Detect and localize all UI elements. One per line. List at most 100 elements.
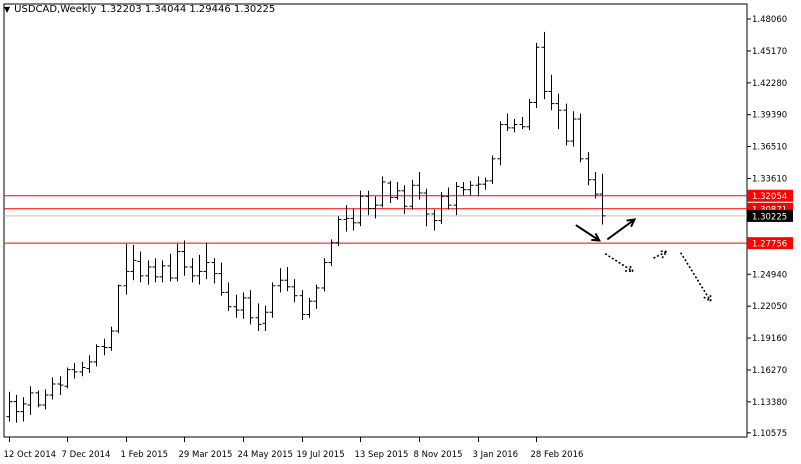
ohlc-bar [42,389,49,410]
ohlc-bar [306,297,313,318]
ohlc-bar [291,279,298,303]
ohlc-bar [526,99,533,131]
level-tag-label: 1.32054 [752,192,787,202]
ohlc-bar [438,191,445,224]
arrow-head [626,218,637,228]
ohlc-bar [35,390,42,408]
current-tag-label: 1.30225 [752,212,787,222]
y-tick-label: 1.24940 [752,270,787,280]
arrow-shaft [606,218,636,241]
y-tick-label: 1.22050 [752,302,787,312]
ohlc-bar [431,209,438,231]
ohlc-bar [277,268,284,293]
current-price-tag: 1.30225 [747,209,793,222]
ohlc-bar [475,176,482,197]
x-tick-label: 8 Nov 2015 [414,450,463,460]
ohlc-bar [445,187,452,210]
ohlc-bar [86,355,93,373]
y-tick-label: 1.13380 [752,398,787,408]
dropdown-triangle-icon[interactable]: ▼ [4,5,11,14]
ohlc-bar [57,376,64,396]
level-tag-bg [747,237,793,250]
x-tick-label: 12 Oct 2014 [4,450,57,460]
ohlc-bar [335,216,342,247]
ohlc-bar [240,292,247,319]
ohlc-bar [511,119,518,133]
arrow-head [658,250,669,259]
ohlc-bar [533,42,540,108]
ohlc-bar [299,290,306,320]
ohlc-bar [225,282,232,312]
ohlc-bar [379,176,386,208]
ohlc-bar [365,190,372,216]
y-tick-label: 1.10575 [752,429,787,439]
ohlc-values: 1.32203 1.34044 1.29446 1.30225 [100,4,276,15]
ohlc-bar [357,190,364,227]
ohlc-bar [570,111,577,147]
ohlc-bar [123,243,130,295]
x-tick-label: 28 Feb 2016 [531,450,584,460]
ohlc-bar [592,172,599,199]
x-tick-label: 3 Jan 2016 [473,450,519,460]
ohlc-bar [6,391,13,422]
forecast-arrow-dotted [653,250,669,259]
bars-layer [6,31,606,423]
y-tick-label: 1.33610 [752,175,787,185]
ohlc-bar [409,179,416,210]
x-tick-label: 19 Jul 2015 [297,450,345,460]
ohlc-bar [460,181,467,196]
arrows-layer [575,218,712,303]
forecast-arrow-dotted [679,252,712,303]
chart-header: ▼ USDCAD,Weekly 1.32203 1.34044 1.29446 … [4,4,275,15]
ohlc-bar [394,181,401,200]
ohlc-bar [519,116,526,129]
ohlc-bar [585,152,592,186]
ohlc-bar [13,395,20,423]
ohlc-bar [423,188,430,227]
ohlc-bar [108,326,115,351]
symbol-label: USDCAD,Weekly [14,4,97,15]
arrow-shaft [653,250,668,259]
arrow-shaft [679,252,712,302]
ohlc-bar [555,93,562,129]
time-axis: 12 Oct 2014 7 Dec 2014 1 Feb 2015 29 Mar 20… [4,437,584,460]
ohlc-bar [115,284,122,334]
current-tag-bg [747,209,793,222]
level-price-tag: 1.32054 [747,189,793,202]
ohlc-bar [489,155,496,185]
ohlc-bar [416,172,423,200]
ohlc-bar [577,113,584,163]
ohlc-bar [269,282,276,318]
arrow-shaft [604,253,634,273]
ohlc-bar [255,303,262,332]
arrow-head [624,264,635,273]
y-tick-label: 1.39390 [752,111,787,121]
x-tick-label: 1 Feb 2015 [121,450,169,460]
ohlc-bar [145,260,152,285]
level-tag-label: 1.27756 [752,240,787,250]
ohlc-bar [64,367,71,389]
ohlc-bar [181,240,188,276]
ohlc-bar [467,180,474,196]
ohlc-bar [387,180,394,203]
ohlc-bar [174,243,181,282]
ohlc-bar [71,363,78,379]
x-tick-label: 13 Sep 2015 [355,450,409,460]
level-price-tag: 1.27756 [747,237,793,250]
y-tick-label: 1.45170 [752,47,787,57]
ohlc-bar [284,266,291,292]
y-tick-label: 1.48060 [752,15,787,25]
ohlc-bar [372,196,379,219]
ohlc-bar [328,239,335,266]
ohlc-bar [453,181,460,216]
x-tick-label: 24 May 2015 [238,450,293,460]
y-tick-label: 1.36510 [752,143,787,153]
ohlc-bar [159,260,166,283]
ohlc-bar [563,103,570,146]
x-tick-label: 29 Mar 2015 [179,450,233,460]
y-tick-label: 1.16270 [752,366,787,376]
ohlc-bar [93,344,100,367]
ohlc-bar [262,305,269,332]
chart-area [3,3,748,438]
